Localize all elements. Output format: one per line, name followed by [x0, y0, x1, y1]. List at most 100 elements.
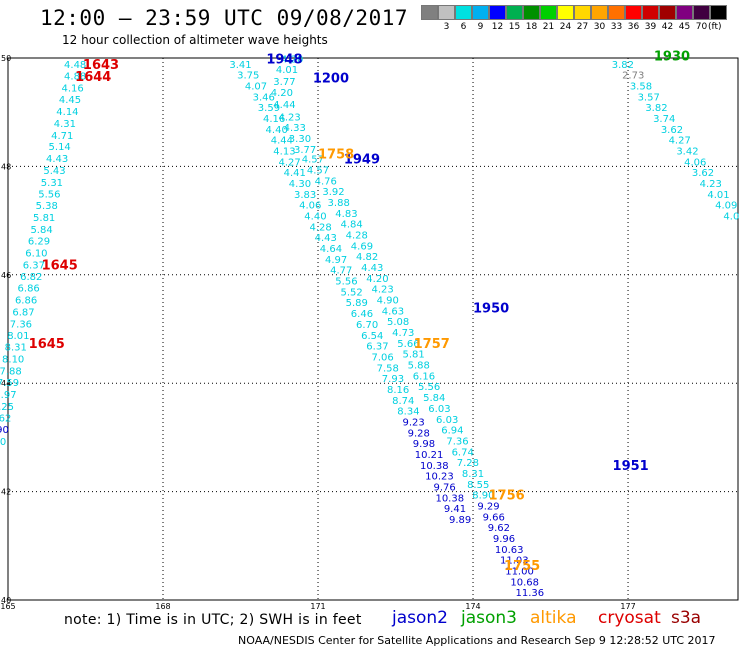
wave-height-value: 4.14	[56, 107, 78, 118]
wave-height-value: 9.66	[483, 512, 505, 523]
wave-height-value: 4.06	[299, 201, 321, 212]
wave-height-value: 3.30	[289, 134, 311, 145]
wave-height-value: 4.20	[271, 88, 293, 99]
latitude-tick-label: 44	[1, 379, 11, 388]
wave-height-value: 3.74	[653, 114, 675, 125]
wave-height-value: 3.58	[630, 81, 652, 92]
credit-line: NOAA/NESDIS Center for Satellite Applica…	[238, 634, 716, 647]
wave-height-value: 4.83	[335, 209, 357, 220]
wave-height-value: 5.56	[335, 277, 357, 288]
pass-time-label: 1643	[83, 58, 119, 73]
wave-height-value: 7.36	[446, 436, 468, 447]
wave-height-value: 6.86	[18, 284, 40, 295]
legend-item-jason2: jason2	[392, 608, 448, 628]
legend-item-cryosat: cryosat	[598, 608, 661, 628]
wave-height-value: 6.70	[356, 320, 378, 331]
wave-height-value: 7.06	[371, 352, 393, 363]
wave-height-value: 4.0	[723, 212, 739, 223]
color-scale-label: 18	[525, 22, 538, 32]
wave-height-value: 4.23	[278, 112, 300, 123]
wave-height-value: 11.03	[500, 556, 529, 567]
wave-height-value: 3.77	[273, 77, 295, 88]
wave-height-value: 4.28	[346, 230, 368, 241]
wave-height-value: 5.38	[36, 201, 58, 212]
latitude-tick-label: 46	[1, 271, 11, 280]
wave-height-value: 3.59	[258, 103, 280, 114]
wave-height-value: 4.06	[684, 157, 706, 168]
wave-height-value: 8.16	[387, 385, 409, 396]
color-scale-label: 21	[542, 22, 555, 32]
color-scale-swatch	[506, 5, 523, 20]
color-scale-swatch	[642, 5, 659, 20]
wave-height-value: 9.23	[402, 417, 424, 428]
wave-height-value: 10.63	[495, 545, 524, 556]
wave-height-value: 4.16	[263, 114, 285, 125]
color-scale-label: 70	[695, 22, 708, 32]
wave-height-value: 5.88	[408, 361, 430, 372]
wave-height-value: 4.63	[382, 306, 404, 317]
wave-height-value: 4.01	[276, 65, 298, 76]
wave-height-value: 8.31	[5, 343, 27, 354]
wave-height-value: 4.90	[377, 296, 399, 307]
color-scale	[421, 5, 727, 20]
wave-height-value: 5.84	[423, 393, 445, 404]
wave-height-value: 4.09	[715, 201, 737, 212]
longitude-tick-label: 177	[620, 602, 635, 611]
color-scale-swatch	[438, 5, 455, 20]
wave-height-value: 8.74	[392, 396, 414, 407]
wave-height-value: 6.29	[28, 236, 50, 247]
wave-height-value: 4.43	[46, 154, 68, 165]
wave-height-value: 3.57	[638, 92, 660, 103]
wave-height-value: 4.31	[54, 119, 76, 130]
wave-height-value: 6.37	[23, 260, 45, 271]
wave-height-value: 3.83	[294, 190, 316, 201]
wave-height-value: 4.69	[351, 241, 373, 252]
wave-height-value: 9.89	[449, 515, 471, 526]
wave-height-value: 8.31	[462, 469, 484, 480]
wave-height-value: 5.89	[346, 298, 368, 309]
wave-height-value: 4.28	[309, 222, 331, 233]
wave-height-value: 4.41	[284, 168, 306, 179]
wave-height-value: 4.27	[278, 157, 300, 168]
longitude-tick-label: 165	[0, 602, 15, 611]
longitude-tick-label: 168	[155, 602, 170, 611]
legend-item-s3a: s3a	[671, 608, 702, 628]
wave-height-value: 9.29	[477, 501, 499, 512]
wave-height-value: 4.43	[361, 263, 383, 274]
color-scale-swatch	[710, 5, 727, 20]
wave-height-value: 3.82	[612, 60, 634, 71]
latitude-tick-label: 42	[1, 488, 11, 497]
wave-height-value: 4.45	[59, 95, 81, 106]
pass-time-label: 1756	[489, 489, 525, 504]
wave-height-value: 6.03	[428, 404, 450, 415]
wave-height-value: 4.73	[392, 328, 414, 339]
wave-height-value: 4.33	[284, 123, 306, 134]
wave-height-value: 3.46	[253, 92, 275, 103]
wave-height-value: 7.58	[377, 363, 399, 374]
wave-height-value: 4.97	[325, 255, 347, 266]
wave-height-value: 5.43	[43, 166, 65, 177]
latitude-tick-label: 50	[1, 54, 11, 63]
color-scale-swatch	[523, 5, 540, 20]
legend-item-altika: altika	[530, 608, 577, 628]
wave-height-value: 10.23	[425, 472, 454, 483]
wave-height-value: 6.03	[436, 415, 458, 426]
color-scale-swatch	[421, 5, 438, 20]
wave-height-value: 6.94	[441, 426, 463, 437]
color-scale-swatch	[591, 5, 608, 20]
wave-height-value: 9.62	[488, 523, 510, 534]
wave-height-value: 4.57	[307, 165, 329, 176]
wave-height-value: 4.82	[356, 252, 378, 263]
wave-height-value: 9.28	[408, 428, 430, 439]
map-frame	[7, 57, 739, 601]
wave-height-value: 5.84	[30, 225, 52, 236]
wave-height-value: 11.36	[516, 588, 545, 599]
pass-time-label: 1645	[42, 258, 78, 273]
color-scale-label: 33	[610, 22, 623, 32]
wave-height-value: 4.71	[51, 131, 73, 142]
wave-height-value: 6.10	[25, 248, 47, 259]
wave-height-value: 8.25	[0, 402, 14, 413]
wave-height-value: 9.96	[493, 534, 515, 545]
wave-height-value: 4.44	[273, 100, 295, 111]
longitude-tick-label: 174	[465, 602, 480, 611]
